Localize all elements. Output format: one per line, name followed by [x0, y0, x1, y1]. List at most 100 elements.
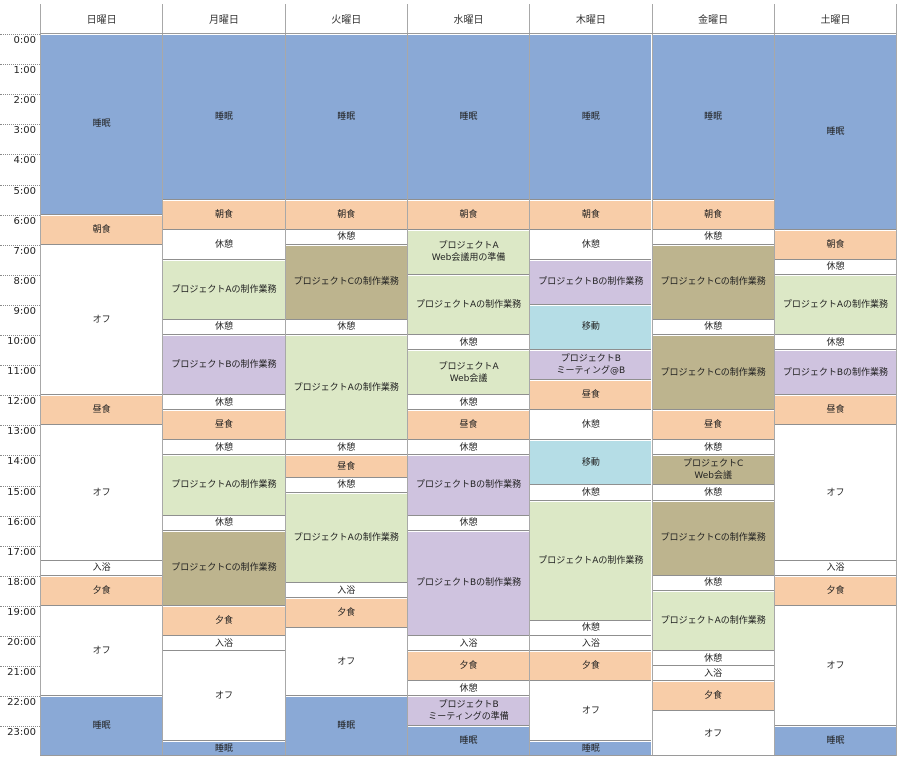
schedule-block[interactable]: オフ [774, 425, 897, 561]
schedule-block[interactable]: プロジェクトB ミーティング@B [530, 350, 652, 381]
schedule-block[interactable]: オフ [652, 711, 774, 757]
schedule-block[interactable]: 休憩 [652, 319, 774, 335]
schedule-block[interactable]: プロジェクトBの制作業務 [163, 335, 285, 396]
schedule-block[interactable]: 休憩 [652, 575, 774, 591]
schedule-block[interactable]: 夕食 [285, 598, 407, 629]
schedule-block[interactable]: 朝食 [407, 199, 530, 230]
schedule-block[interactable]: 休憩 [407, 395, 530, 411]
schedule-block[interactable]: 休憩 [407, 681, 530, 697]
schedule-block[interactable]: 睡眠 [285, 34, 407, 200]
schedule-block[interactable]: 休憩 [407, 440, 530, 456]
schedule-block[interactable]: 朝食 [652, 199, 774, 230]
schedule-block[interactable]: プロジェクトA Web会議 [407, 350, 530, 396]
schedule-block[interactable]: プロジェクトAの制作業務 [285, 335, 407, 441]
schedule-block[interactable]: オフ [41, 244, 163, 396]
schedule-block[interactable]: 睡眠 [530, 34, 652, 200]
schedule-block[interactable]: プロジェクトCの制作業務 [652, 500, 774, 576]
schedule-block[interactable]: 休憩 [285, 477, 407, 494]
schedule-block[interactable]: 移動 [530, 304, 652, 351]
schedule-block[interactable]: 休憩 [163, 229, 285, 260]
schedule-block[interactable]: 睡眠 [774, 34, 897, 230]
schedule-block[interactable]: 休憩 [652, 229, 774, 245]
schedule-block[interactable]: 昼食 [41, 395, 163, 426]
schedule-block[interactable]: プロジェクトCの制作業務 [652, 244, 774, 320]
schedule-block[interactable]: 休憩 [407, 515, 530, 531]
schedule-block[interactable]: プロジェクトC Web会議 [652, 455, 774, 486]
schedule-block[interactable]: プロジェクトAの制作業務 [652, 590, 774, 652]
schedule-block[interactable]: 休憩 [163, 515, 285, 531]
schedule-block[interactable]: 夕食 [163, 605, 285, 636]
schedule-block[interactable]: プロジェクトAの制作業務 [285, 493, 407, 584]
schedule-block[interactable]: 睡眠 [407, 34, 530, 200]
schedule-block[interactable]: プロジェクトBの制作業務 [407, 530, 530, 636]
schedule-block[interactable]: 休憩 [163, 319, 285, 335]
schedule-block[interactable]: 休憩 [652, 440, 774, 456]
schedule-block[interactable]: 昼食 [530, 380, 652, 411]
schedule-block[interactable]: 朝食 [774, 229, 897, 260]
schedule-block[interactable]: 睡眠 [41, 696, 163, 757]
schedule-block[interactable]: 昼食 [407, 410, 530, 441]
schedule-block[interactable]: オフ [41, 425, 163, 561]
schedule-block[interactable]: プロジェクトAの制作業務 [163, 259, 285, 320]
schedule-block[interactable]: 夕食 [407, 651, 530, 682]
schedule-block[interactable]: 睡眠 [41, 34, 163, 215]
schedule-block[interactable]: 睡眠 [285, 696, 407, 757]
schedule-block[interactable]: 休憩 [163, 395, 285, 411]
schedule-block[interactable]: 休憩 [285, 229, 407, 245]
schedule-block[interactable]: 睡眠 [652, 34, 774, 200]
schedule-block[interactable]: 休憩 [774, 259, 897, 275]
schedule-block[interactable]: 休憩 [530, 410, 652, 441]
schedule-block[interactable]: 入浴 [407, 636, 530, 652]
schedule-block[interactable]: 休憩 [774, 335, 897, 351]
schedule-block[interactable]: 朝食 [163, 199, 285, 230]
schedule-block[interactable]: プロジェクトBの制作業務 [407, 455, 530, 516]
schedule-block[interactable]: 入浴 [163, 636, 285, 652]
schedule-block[interactable]: 休憩 [407, 335, 530, 351]
schedule-block[interactable]: 睡眠 [407, 726, 530, 757]
schedule-block[interactable]: 夕食 [774, 575, 897, 606]
schedule-block[interactable]: プロジェクトA Web会議用の準備 [407, 229, 530, 275]
schedule-block[interactable]: プロジェクトAの制作業務 [530, 500, 652, 621]
schedule-block[interactable]: 夕食 [652, 681, 774, 712]
schedule-block[interactable]: 休憩 [652, 651, 774, 667]
schedule-block[interactable]: 朝食 [285, 199, 407, 230]
schedule-block[interactable]: オフ [41, 605, 163, 697]
schedule-block[interactable]: 夕食 [530, 651, 652, 682]
schedule-block[interactable]: 睡眠 [163, 34, 285, 200]
schedule-block[interactable]: プロジェクトAの制作業務 [163, 455, 285, 516]
schedule-block[interactable]: 昼食 [652, 410, 774, 441]
schedule-block[interactable]: 入浴 [530, 636, 652, 652]
schedule-block[interactable]: 昼食 [285, 455, 407, 478]
schedule-block[interactable]: 入浴 [652, 666, 774, 682]
schedule-block[interactable]: プロジェクトCの制作業務 [163, 530, 285, 606]
schedule-block[interactable]: 休憩 [285, 319, 407, 335]
schedule-block[interactable]: 昼食 [163, 410, 285, 441]
schedule-block[interactable]: プロジェクトBの制作業務 [774, 350, 897, 396]
schedule-block[interactable]: 休憩 [530, 485, 652, 501]
schedule-block[interactable]: 朝食 [41, 214, 163, 245]
schedule-block[interactable]: 休憩 [530, 620, 652, 636]
schedule-block[interactable]: 入浴 [41, 560, 163, 576]
schedule-block[interactable]: 休憩 [530, 229, 652, 260]
schedule-block[interactable]: 朝食 [530, 199, 652, 230]
schedule-block[interactable]: プロジェクトAの制作業務 [774, 274, 897, 335]
schedule-block[interactable]: オフ [285, 628, 407, 697]
schedule-block[interactable]: 休憩 [652, 485, 774, 501]
schedule-block[interactable]: オフ [530, 681, 652, 742]
schedule-block[interactable]: 移動 [530, 440, 652, 486]
schedule-block[interactable]: オフ [163, 651, 285, 742]
schedule-block[interactable]: プロジェクトB ミーティングの準備 [407, 696, 530, 727]
day-header-1: 月曜日 [162, 4, 284, 33]
schedule-block[interactable]: 夕食 [41, 575, 163, 606]
schedule-block[interactable]: プロジェクトCの制作業務 [285, 244, 407, 320]
schedule-block[interactable]: プロジェクトBの制作業務 [530, 259, 652, 305]
schedule-block[interactable]: 入浴 [774, 560, 897, 576]
schedule-block[interactable]: 入浴 [285, 583, 407, 599]
schedule-block[interactable]: プロジェクトCの制作業務 [652, 335, 774, 411]
schedule-block[interactable]: 昼食 [774, 395, 897, 426]
schedule-block[interactable]: 睡眠 [774, 726, 897, 757]
schedule-block[interactable]: 休憩 [163, 440, 285, 456]
schedule-block[interactable]: プロジェクトAの制作業務 [407, 274, 530, 335]
schedule-block[interactable]: 休憩 [285, 440, 407, 456]
schedule-block[interactable]: オフ [774, 605, 897, 727]
